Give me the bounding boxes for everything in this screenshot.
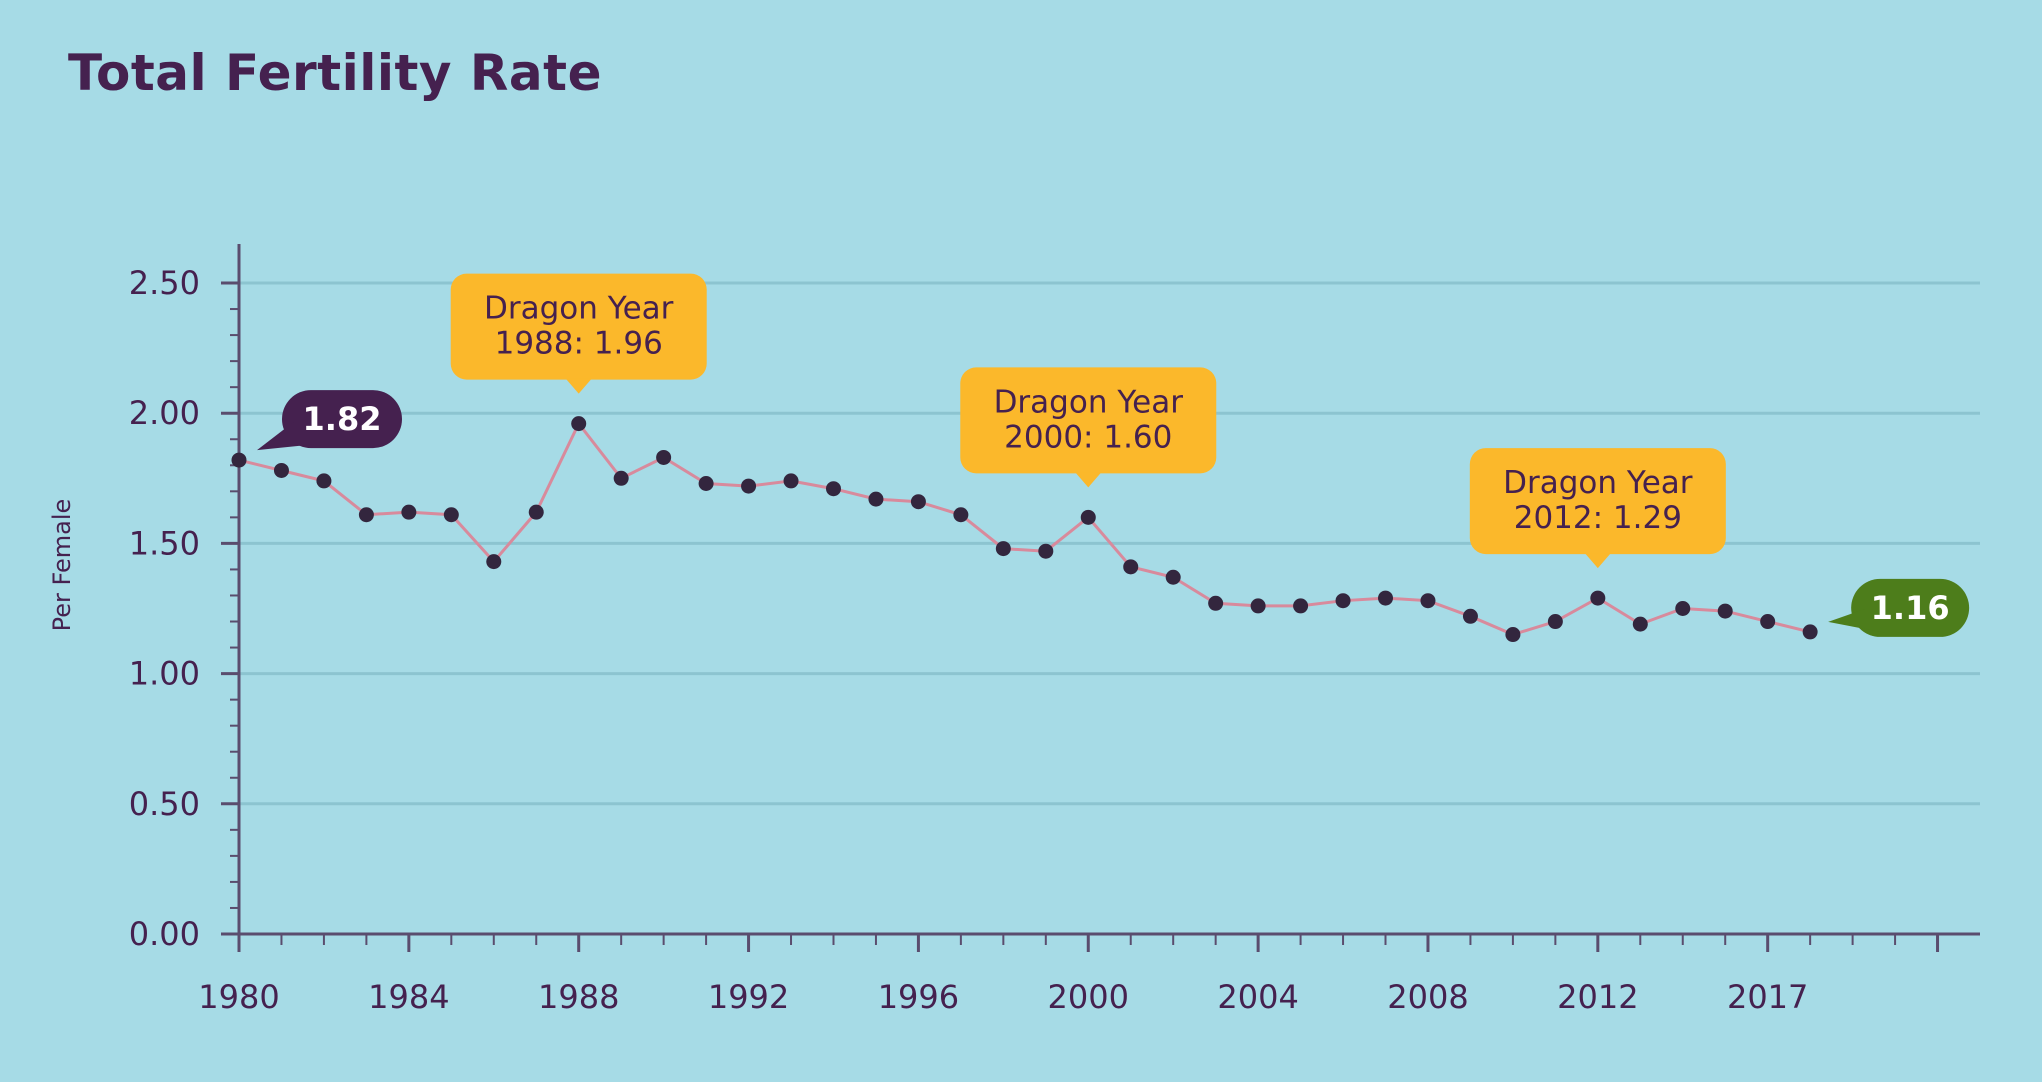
data-point bbox=[528, 504, 544, 520]
end-value-badge bbox=[1851, 578, 1970, 637]
data-point bbox=[1378, 590, 1394, 606]
data-point bbox=[1293, 598, 1309, 614]
data-point bbox=[1802, 624, 1818, 640]
data-point bbox=[698, 476, 714, 492]
x-tick-label: 2017 bbox=[1727, 978, 1808, 1016]
data-point bbox=[1165, 569, 1181, 585]
data-point bbox=[1420, 593, 1436, 609]
badge-tail bbox=[257, 420, 316, 451]
y-tick-label: 1.00 bbox=[129, 655, 200, 693]
badge-value: 1.16 bbox=[1871, 589, 1950, 627]
data-point bbox=[1462, 608, 1478, 624]
x-tick-label: 1996 bbox=[878, 978, 959, 1016]
x-tick-label: 2012 bbox=[1557, 978, 1638, 1016]
data-point bbox=[486, 554, 502, 570]
data-point bbox=[1123, 559, 1139, 575]
callout-value: 1988: 1.96 bbox=[495, 326, 663, 362]
callout-title: Dragon Year bbox=[994, 384, 1184, 420]
dragon-year-callout bbox=[960, 367, 1217, 474]
dragon-year-callout bbox=[450, 273, 707, 380]
data-point bbox=[1760, 614, 1776, 630]
y-tick-label: 2.00 bbox=[129, 394, 200, 432]
callout-title: Dragon Year bbox=[484, 291, 674, 327]
data-point bbox=[316, 473, 332, 489]
y-tick-label: 2.50 bbox=[129, 264, 200, 302]
data-point bbox=[1038, 543, 1054, 559]
callout-pointer bbox=[565, 378, 592, 394]
data-point bbox=[401, 504, 417, 520]
dragon-year-callout bbox=[1469, 448, 1726, 555]
data-point bbox=[1717, 603, 1733, 619]
data-point bbox=[868, 491, 884, 507]
x-tick-label: 1988 bbox=[538, 978, 619, 1016]
data-point bbox=[910, 494, 926, 510]
chart-title: Total Fertility Rate bbox=[68, 44, 602, 102]
data-point bbox=[1080, 509, 1096, 525]
y-tick-label: 0.50 bbox=[129, 785, 200, 823]
x-tick-label: 1984 bbox=[368, 978, 449, 1016]
data-point bbox=[613, 470, 629, 486]
data-point bbox=[1250, 598, 1266, 614]
data-point bbox=[1335, 593, 1351, 609]
x-tick-label: 2008 bbox=[1387, 978, 1468, 1016]
data-point bbox=[231, 452, 247, 468]
data-point bbox=[741, 478, 757, 494]
start-value-badge bbox=[282, 390, 402, 449]
data-point bbox=[995, 541, 1011, 557]
data-point bbox=[825, 481, 841, 497]
x-tick-label: 2000 bbox=[1048, 978, 1129, 1016]
badge-value: 1.82 bbox=[303, 400, 382, 438]
x-tick-label: 1980 bbox=[198, 978, 279, 1016]
data-point bbox=[1632, 616, 1648, 632]
data-point bbox=[656, 449, 672, 465]
callout-value: 2012: 1.29 bbox=[1514, 500, 1682, 536]
callout-title: Dragon Year bbox=[1503, 465, 1693, 501]
callout-value: 2000: 1.60 bbox=[1004, 419, 1172, 455]
y-tick-label: 0.00 bbox=[129, 915, 200, 953]
y-tick-label: 1.50 bbox=[129, 524, 200, 562]
x-tick-label: 1992 bbox=[708, 978, 789, 1016]
data-point bbox=[783, 473, 799, 489]
data-point bbox=[273, 462, 289, 478]
data-point bbox=[953, 507, 969, 523]
data-point bbox=[571, 416, 587, 432]
data-point bbox=[1505, 627, 1521, 643]
data-point bbox=[1547, 614, 1563, 630]
callout-pointer bbox=[1075, 472, 1102, 488]
data-point bbox=[443, 507, 459, 523]
data-point bbox=[1675, 601, 1691, 616]
y-axis-label: Per Female bbox=[48, 499, 76, 632]
data-point bbox=[358, 507, 374, 523]
data-point bbox=[1208, 595, 1224, 611]
badge-tail bbox=[1828, 608, 1886, 633]
callout-pointer bbox=[1584, 553, 1611, 569]
data-point bbox=[1590, 590, 1606, 606]
x-tick-label: 2004 bbox=[1217, 978, 1298, 1016]
